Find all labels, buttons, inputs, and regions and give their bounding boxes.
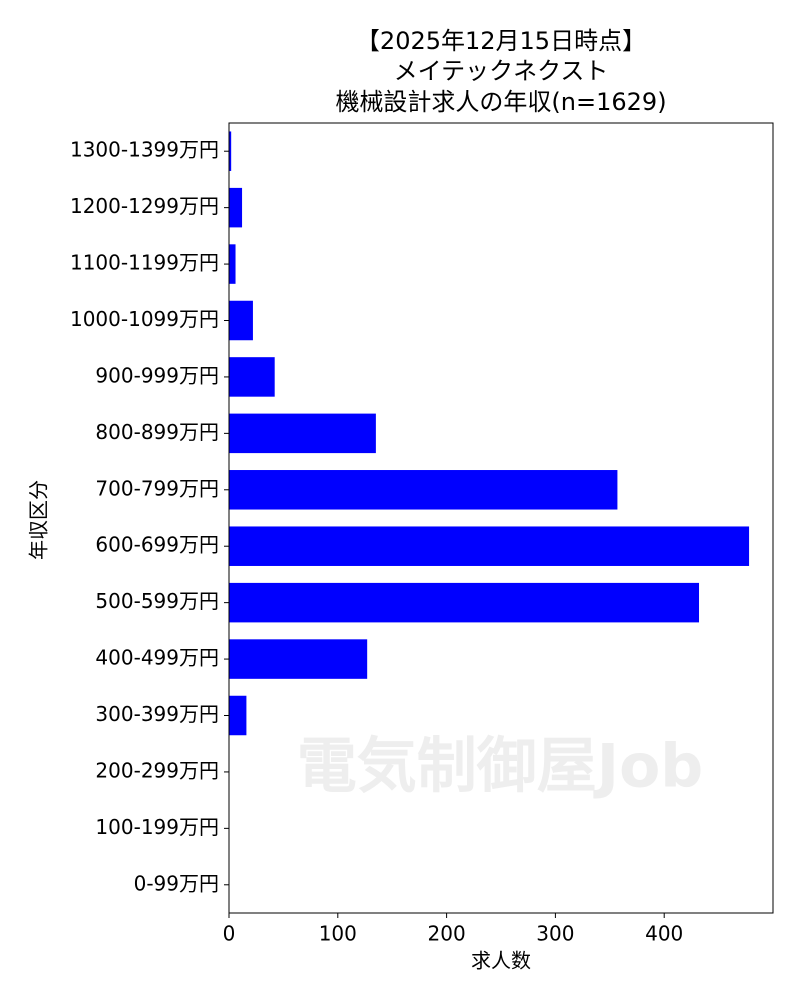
chart-title: メイテックネクスト bbox=[394, 57, 609, 85]
bar bbox=[229, 357, 275, 397]
bar bbox=[229, 526, 750, 566]
x-tick-label: 100 bbox=[319, 922, 357, 946]
x-tick-label: 300 bbox=[536, 922, 574, 946]
y-tick-label: 400-499万円 bbox=[95, 646, 219, 670]
bar bbox=[229, 187, 243, 228]
x-tick-label: 200 bbox=[428, 922, 466, 946]
bar bbox=[229, 695, 247, 736]
plot-frame bbox=[228, 122, 774, 914]
y-tick-label: 600-699万円 bbox=[95, 533, 219, 557]
bar bbox=[229, 244, 236, 284]
y-tick-label: 800-899万円 bbox=[95, 420, 219, 444]
y-tick-label: 1100-1199万円 bbox=[70, 251, 219, 275]
bar bbox=[229, 470, 618, 510]
bar bbox=[229, 639, 368, 679]
chart-title: 【2025年12月15日時点】 bbox=[356, 27, 646, 55]
y-tick-label: 1200-1299万円 bbox=[70, 194, 219, 218]
bar bbox=[229, 300, 253, 341]
bar bbox=[229, 413, 376, 454]
y-tick-label: 100-199万円 bbox=[95, 815, 219, 839]
y-axis-label: 年収区分 bbox=[27, 480, 51, 560]
y-tick-label: 1300-1399万円 bbox=[70, 138, 219, 162]
bar bbox=[229, 131, 232, 171]
bar bbox=[229, 582, 700, 623]
x-tick-label: 0 bbox=[223, 922, 236, 946]
y-tick-label: 700-799万円 bbox=[95, 476, 219, 500]
y-tick-label: 300-399万円 bbox=[95, 702, 219, 726]
y-tick-label: 0-99万円 bbox=[134, 871, 219, 895]
watermark: 電気制御屋Job bbox=[297, 732, 704, 802]
y-tick-label: 200-299万円 bbox=[95, 758, 219, 782]
y-tick-label: 900-999万円 bbox=[95, 363, 219, 387]
y-tick-label: 1000-1099万円 bbox=[70, 307, 219, 331]
x-tick-label: 400 bbox=[645, 922, 683, 946]
chart-title: 機械設計求人の年収(n=1629) bbox=[335, 88, 666, 116]
x-axis-label: 求人数 bbox=[471, 949, 531, 973]
y-tick-label: 500-599万円 bbox=[95, 589, 219, 613]
